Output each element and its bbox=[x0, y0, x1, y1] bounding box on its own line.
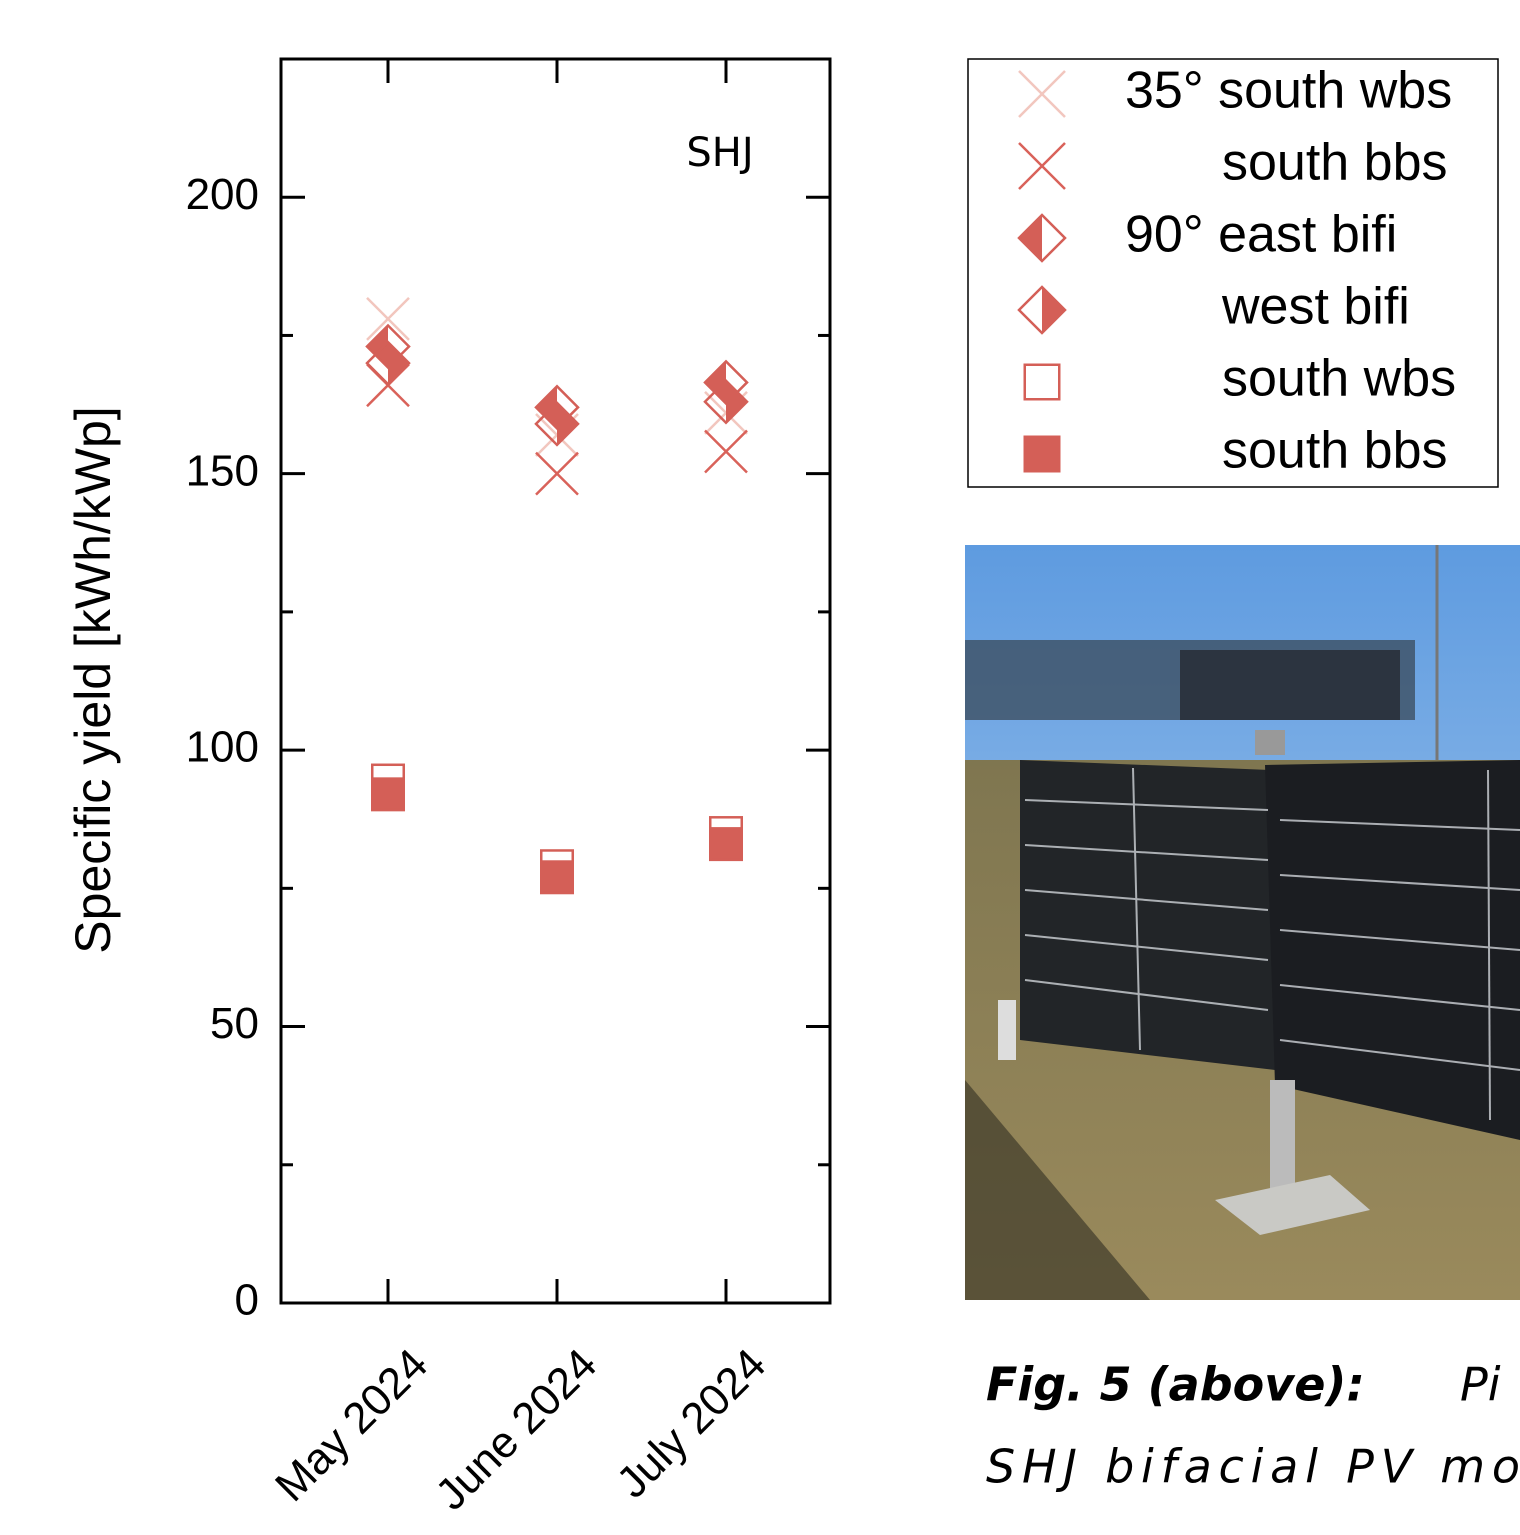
marker bbox=[1019, 143, 1065, 189]
marker bbox=[1019, 287, 1065, 333]
photo bbox=[965, 545, 1520, 1300]
y-tick-label: 0 bbox=[235, 1276, 259, 1325]
marker-x bbox=[1019, 71, 1065, 117]
marker-square bbox=[372, 779, 404, 811]
marker-x bbox=[536, 453, 578, 495]
y-tick-label: 200 bbox=[186, 170, 259, 219]
caption-text: SHJ bifacial PV mo bbox=[986, 1440, 1520, 1494]
marker bbox=[1025, 365, 1060, 400]
legend-label: south wbs bbox=[1222, 350, 1456, 408]
x-tick-label: May 2024 bbox=[266, 1340, 437, 1511]
legend-label: west bifi bbox=[1221, 278, 1410, 336]
page: Fig. 5 (above): Pi SHJ bifacial PV mo SH… bbox=[0, 0, 1520, 1530]
marker-square bbox=[541, 862, 573, 894]
y-tick-label: 100 bbox=[186, 723, 259, 772]
annotation: SHJ bbox=[686, 130, 753, 176]
marker-square bbox=[710, 828, 742, 860]
y-tick-label: 50 bbox=[210, 999, 259, 1048]
marker bbox=[710, 828, 742, 860]
marker-x bbox=[705, 431, 747, 473]
marker bbox=[541, 862, 573, 894]
marker bbox=[1025, 437, 1060, 472]
marker bbox=[705, 431, 747, 473]
legend-label: south bbs bbox=[1222, 134, 1448, 192]
legend-label: 35° south wbs bbox=[1125, 62, 1452, 120]
x-tick-label: July 2024 bbox=[607, 1340, 775, 1508]
marker-half bbox=[1019, 215, 1042, 261]
marker bbox=[536, 453, 578, 495]
caption-text: Pi bbox=[1460, 1358, 1501, 1412]
legend-label: south bbs bbox=[1222, 422, 1448, 480]
y-axis-label: Specific yield [kWh/kWp] bbox=[65, 406, 121, 953]
y-tick-label: 150 bbox=[186, 446, 259, 495]
marker-square bbox=[1025, 365, 1060, 400]
caption-label: Fig. 5 (above): bbox=[986, 1358, 1365, 1412]
plot-frame bbox=[281, 59, 830, 1303]
legend-label: 90° east bifi bbox=[1125, 206, 1397, 264]
marker-half bbox=[1042, 287, 1065, 333]
marker bbox=[1019, 71, 1065, 117]
marker-square bbox=[1025, 437, 1060, 472]
marker-x bbox=[1019, 143, 1065, 189]
marker bbox=[372, 779, 404, 811]
x-tick-label: June 2024 bbox=[426, 1340, 606, 1520]
marker bbox=[1019, 215, 1065, 261]
